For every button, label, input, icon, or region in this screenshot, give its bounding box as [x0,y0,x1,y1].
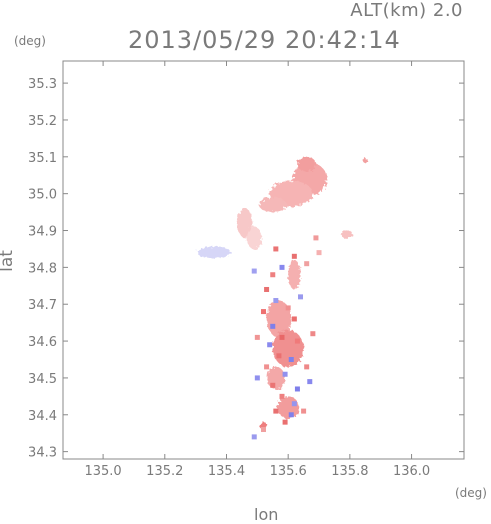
y-tick-label: 35.2 [28,114,57,129]
data-speckle [279,264,285,270]
y-tick-label: 34.5 [28,372,57,387]
data-speckle [264,286,270,292]
data-speckle [264,364,270,370]
data-speckle [279,334,285,340]
data-region [246,226,262,249]
y-tick-label: 34.6 [28,335,57,350]
y-tick-label: 34.9 [28,225,57,240]
x-tick-label: 135.0 [84,464,121,479]
data-speckle [307,379,313,385]
x-tick-label: 135.4 [208,464,245,479]
data-speckle [261,427,266,433]
y-tick-label: 35.0 [28,188,57,203]
data-speckle [282,371,288,377]
data-speckle [304,261,310,267]
data-region [341,229,353,239]
y-axis-unit: (deg) [14,34,46,48]
y-tick-label: 34.3 [28,446,57,461]
y-tick-label: 34.7 [28,298,57,313]
timestamp-title: 2013/05/29 20:42:14 [128,26,401,54]
data-speckle [251,268,257,274]
data-speckle [270,382,276,388]
data-speckle [273,246,279,252]
data-speckle [251,434,257,440]
data-speckle [285,305,291,311]
data-speckle [261,309,266,315]
data-region [288,260,301,290]
data-region [266,366,286,389]
data-speckle [294,338,300,344]
y-tick-label: 35.3 [28,77,57,92]
data-region [297,156,316,172]
x-axis-label: lon [254,505,279,524]
data-speckle [254,334,260,340]
data-regions [197,156,368,430]
data-speckles [251,235,322,440]
y-tick-label: 34.8 [28,261,57,276]
x-tick-label: 136.0 [393,464,430,479]
data-speckle [276,353,282,359]
data-region [197,246,232,259]
data-speckle [298,294,304,300]
altitude-label: ALT(km) 2.0 [350,0,463,21]
data-speckle [273,408,279,414]
plot-frame [62,60,465,460]
y-tick-label: 34.4 [28,409,57,424]
data-speckle [282,419,288,425]
data-region [277,396,299,419]
data-speckle [301,408,307,414]
data-speckle [294,386,300,392]
data-speckle [279,393,285,399]
data-speckle [270,272,276,278]
data-speckle [291,253,297,259]
data-speckle [291,316,297,322]
x-tick-label: 135.2 [146,464,183,479]
data-region [258,197,287,213]
data-speckle [273,298,279,304]
y-tick-label: 35.1 [28,151,57,166]
data-speckle [304,364,310,370]
x-axis-unit: (deg) [455,486,487,500]
data-speckle [254,375,260,381]
x-tick-label: 135.8 [331,464,368,479]
data-speckle [270,323,276,329]
data-region [362,158,368,163]
data-speckle [316,250,322,256]
data-speckle [288,412,294,418]
y-axis-ticks: 34.3 34.4 34.5 34.6 34.7 34.8 34.9 35.0 35.1 35.2… [28,77,464,461]
data-speckle [313,235,319,241]
data-speckle [291,401,297,407]
data-speckle [288,357,294,362]
x-tick-label: 135.6 [270,464,307,479]
data-region [272,330,304,367]
data-speckle [267,342,273,348]
x-axis-ticks: 135.0 135.2 135.4 135.6 135.8 136.0 [84,61,430,479]
data-speckle [310,331,316,337]
